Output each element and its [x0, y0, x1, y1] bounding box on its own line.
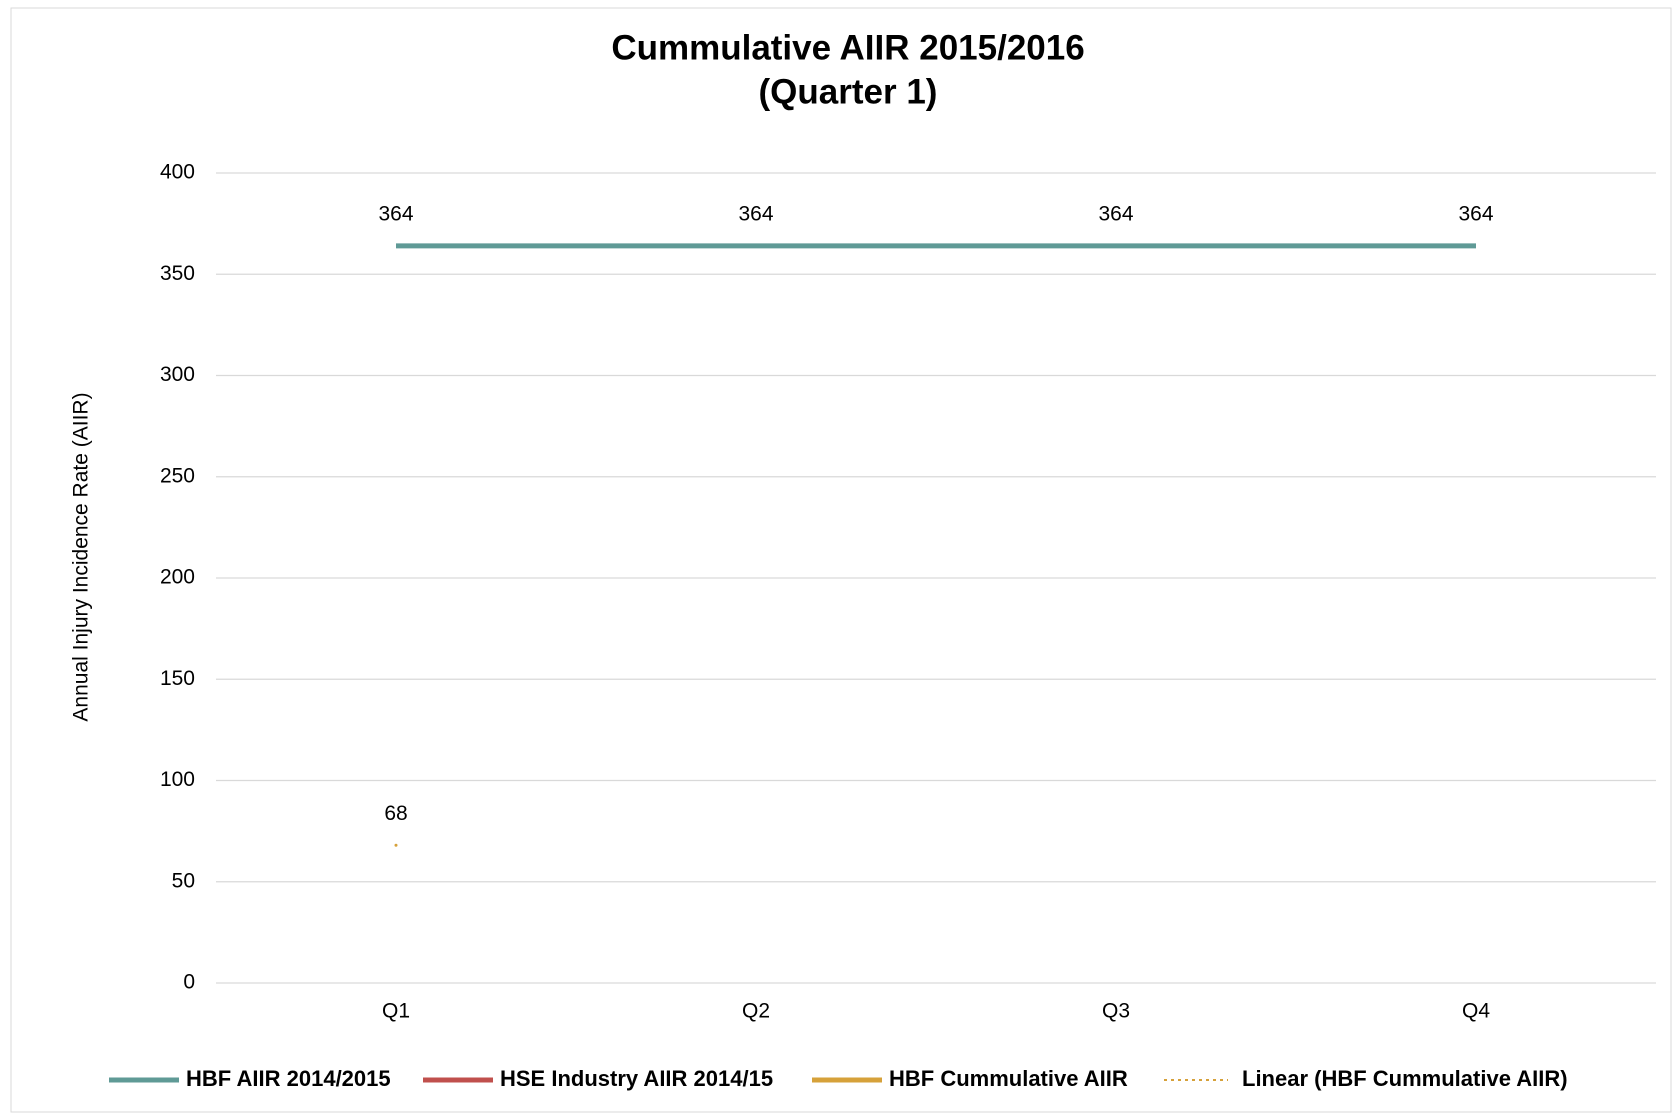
legend-label: HBF AIIR 2014/2015	[186, 1066, 391, 1091]
data-label: 68	[384, 802, 407, 825]
series-point	[394, 843, 398, 847]
x-tick-label: Q1	[382, 1000, 410, 1023]
data-label: 364	[1458, 202, 1493, 225]
data-label: 364	[738, 202, 773, 225]
y-tick-label: 200	[160, 566, 195, 589]
y-tick-label: 400	[160, 161, 195, 184]
x-tick-label: Q4	[1462, 1000, 1490, 1023]
x-tick-label: Q3	[1102, 1000, 1130, 1023]
y-tick-label: 350	[160, 262, 195, 285]
y-tick-label: 300	[160, 363, 195, 386]
y-tick-label: 100	[160, 768, 195, 791]
y-tick-label: 50	[172, 869, 195, 892]
y-tick-label: 0	[183, 971, 195, 994]
legend-label: HSE Industry AIIR 2014/15	[500, 1066, 773, 1091]
data-label: 364	[1098, 202, 1133, 225]
y-tick-label: 250	[160, 464, 195, 487]
chart-title: Cummulative AIIR 2015/2016	[611, 28, 1084, 67]
y-tick-label: 150	[160, 667, 195, 690]
chart-frame	[10, 7, 1672, 1113]
y-axis-label: Annual Injury Incidence Rate (AIIR)	[70, 392, 93, 721]
legend-label: HBF Cummulative AIIR	[889, 1066, 1128, 1091]
legend-label: Linear (HBF Cummulative AIIR)	[1242, 1066, 1568, 1091]
x-tick-label: Q2	[742, 1000, 770, 1023]
data-label: 364	[378, 202, 413, 225]
chart-subtitle: (Quarter 1)	[759, 72, 938, 111]
